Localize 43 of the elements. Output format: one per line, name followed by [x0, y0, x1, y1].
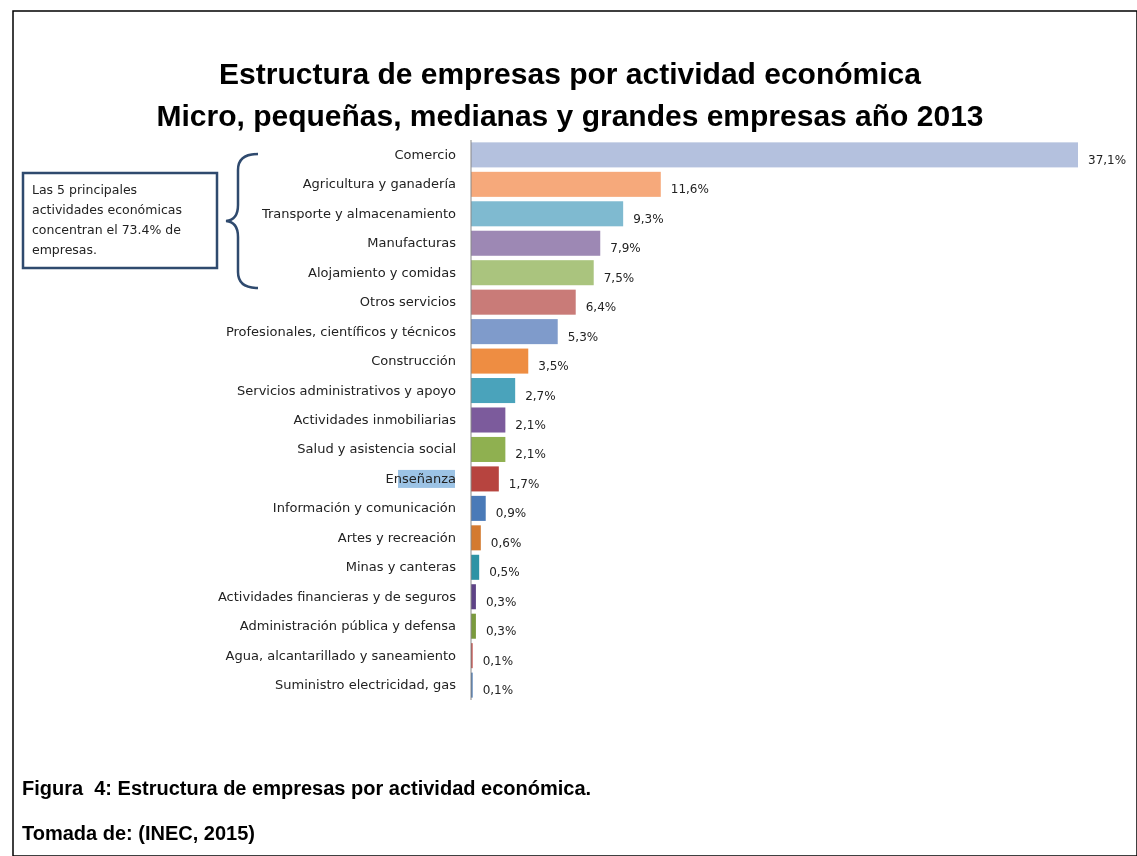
- data-label: 0,5%: [489, 565, 520, 580]
- data-label: 37,1%: [1088, 152, 1127, 167]
- data-label: 3,5%: [538, 359, 569, 374]
- y-tick-label: Artes y recreación: [337, 529, 456, 545]
- y-tick-label: Comercio: [394, 146, 457, 162]
- y-tick-label: Minas y canteras: [345, 559, 457, 575]
- y-tick-label: Enseñanza: [385, 470, 456, 486]
- y-tick-label: Otros servicios: [359, 294, 457, 310]
- data-label: 2,1%: [515, 447, 546, 462]
- y-tick-label: Administración pública y defensa: [239, 618, 456, 634]
- text: Las 5 principales actividades económicas concentran el 73.4% de empresas.: [32, 182, 182, 257]
- data-label: 7,5%: [603, 270, 635, 285]
- y-tick-label: Actividades inmobiliarias: [293, 412, 457, 427]
- data-label: 11,6%: [670, 182, 709, 197]
- data-label: 9,3%: [633, 211, 664, 226]
- y-tick-label: Salud y asistencia social: [297, 441, 456, 457]
- chart-title: Estructura de empresas por actividad económica: [219, 57, 922, 90]
- y-tick-label: Construcción: [371, 353, 456, 369]
- y-tick-label: Profesionales, científicos y técnicos: [225, 323, 457, 339]
- data-label: 0,1%: [482, 683, 514, 698]
- y-tick-label: Información y comunicación: [272, 500, 456, 516]
- data-label: 2,1%: [515, 418, 546, 432]
- data-label: 0,3%: [485, 594, 517, 609]
- y-tick-label: Servicios administrativos y apoyo: [237, 382, 457, 398]
- data-label: 5,3%: [567, 329, 599, 344]
- y-tick-label: Agricultura y ganadería: [302, 176, 456, 192]
- y-tick-label: Manufacturas: [367, 235, 457, 251]
- y-tick-label: Transporte y almacenamiento: [260, 205, 457, 221]
- y-tick-label: Actividades financieras y de seguros: [217, 588, 457, 604]
- text: Tomada de: (INEC, 2015): [22, 822, 256, 844]
- data-label: 2,7%: [525, 388, 556, 403]
- data-label: 0,3%: [485, 624, 517, 639]
- y-tick-label: Suministro electricidad, gas: [275, 677, 457, 693]
- data-label: 1,7%: [508, 476, 540, 491]
- data-label: 0,6%: [490, 535, 522, 550]
- y-tick-label: Agua, alcantarillado y saneamiento: [225, 647, 457, 663]
- chart-subtitle: Micro, pequeñas, medianas y grandes empresas año 2013: [156, 99, 984, 132]
- data-label: 0,1%: [482, 653, 514, 668]
- data-label: 0,9%: [495, 506, 527, 521]
- data-label: 7,9%: [610, 241, 641, 256]
- text: Figura 4: Estructura de empresas por actividad económica.: [22, 777, 592, 799]
- y-tick-label: Alojamiento y comidas: [308, 264, 457, 280]
- data-label: 6,4%: [585, 300, 617, 315]
